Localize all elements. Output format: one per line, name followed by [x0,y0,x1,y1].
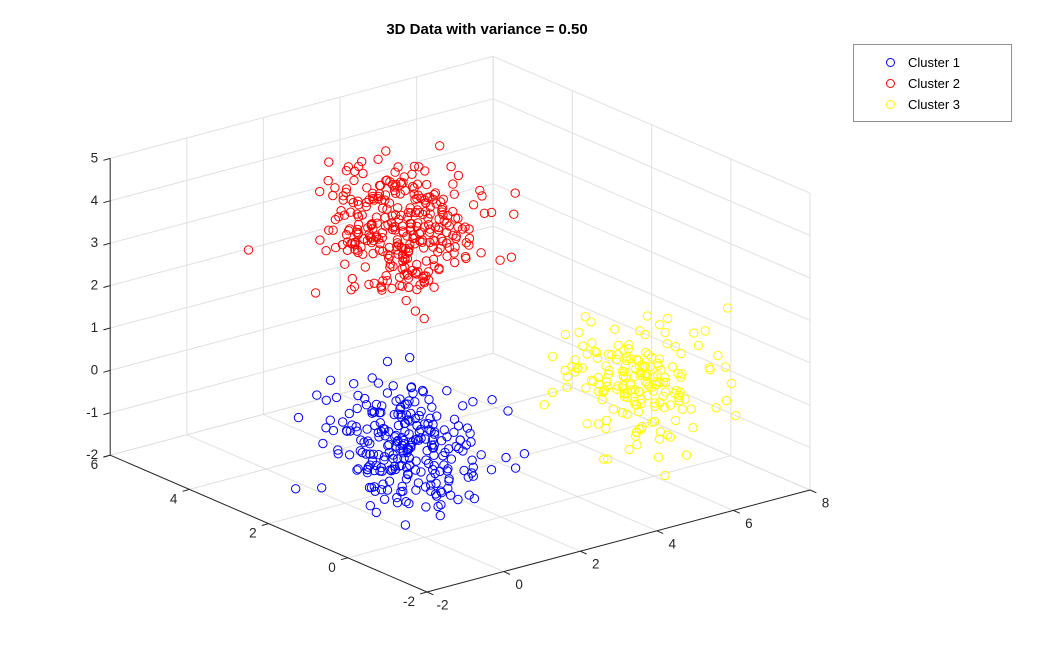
svg-text:4: 4 [91,193,99,208]
legend-item-cluster-2: Cluster 2 [854,73,1011,94]
svg-text:0: 0 [515,577,523,592]
points-cluster-1 [291,352,530,530]
circle-marker-icon [886,79,895,88]
chart-title: 3D Data with variance = 0.50 [386,21,588,38]
svg-text:3: 3 [91,235,99,250]
points-cluster-2 [243,141,520,324]
svg-text:-2: -2 [86,447,98,462]
legend-label: Cluster 2 [908,76,961,91]
legend-label: Cluster 1 [908,55,961,70]
circle-marker-icon [886,58,895,67]
svg-text:-1: -1 [86,405,98,420]
svg-text:0: 0 [91,362,99,377]
svg-text:2: 2 [249,526,257,541]
legend-label: Cluster 3 [908,97,961,112]
svg-text:5: 5 [91,150,99,165]
svg-text:6: 6 [91,457,99,472]
legend-item-cluster-1: Cluster 1 [854,52,1011,73]
svg-text:-2: -2 [403,594,415,609]
circle-marker-icon [886,100,895,109]
svg-text:2: 2 [91,278,99,293]
svg-text:4: 4 [669,536,677,551]
svg-text:4: 4 [170,491,178,506]
svg-text:8: 8 [822,496,830,511]
legend: Cluster 1 Cluster 2 Cluster 3 [853,44,1012,122]
points-cluster-3 [539,303,741,481]
grid-layer [109,55,811,593]
legend-item-cluster-3: Cluster 3 [854,94,1011,115]
svg-text:1: 1 [91,320,99,335]
svg-text:6: 6 [745,516,753,531]
points-layer [243,141,741,530]
axes-layer [103,157,817,596]
svg-text:2: 2 [592,557,600,572]
svg-text:0: 0 [328,560,336,575]
svg-text:-2: -2 [436,598,448,613]
